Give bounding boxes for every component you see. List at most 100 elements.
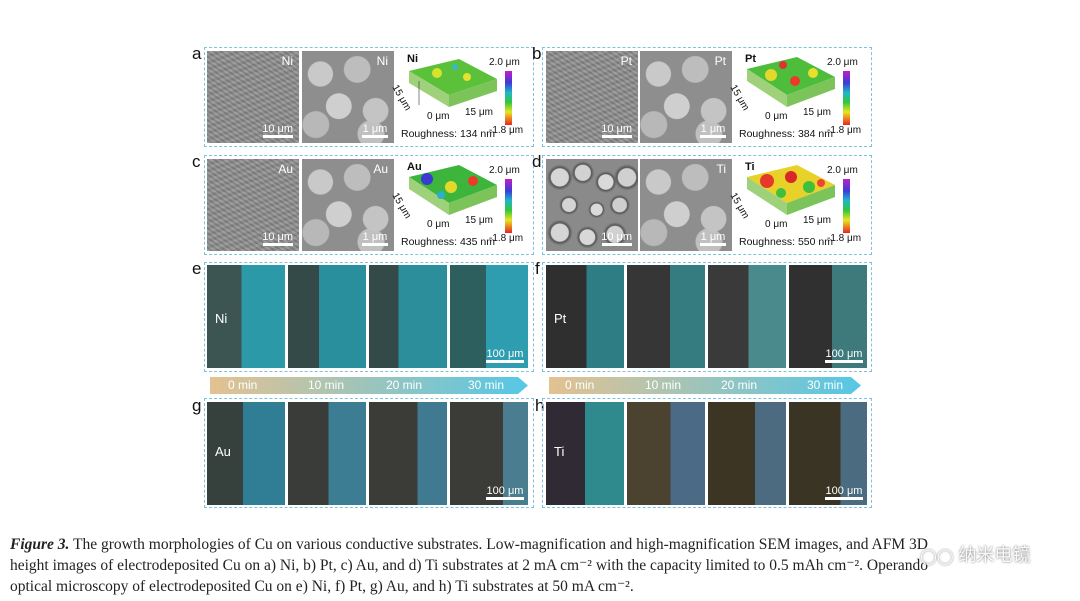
sem-high-mag-image: Au 1 μm [302, 159, 394, 251]
time-arrow-left: 0 min 10 min 20 min 30 min [210, 377, 528, 394]
optical-image-10min [288, 402, 366, 505]
scale-bar: 10 μm [601, 231, 632, 246]
optical-image-30min: 100 μm [450, 265, 528, 368]
x-axis-end: 15 μm [465, 215, 493, 226]
scale-bar: 1 μm [362, 123, 388, 138]
panel-letter-h: h [535, 396, 545, 415]
panel-letter-b: b [532, 44, 542, 63]
scale-bar: 100 μm [486, 485, 524, 500]
sem-high-mag-image: Ti 1 μm [640, 159, 732, 251]
colorbar-min: -1.8 μm [827, 233, 862, 244]
time-label: 10 min [645, 378, 682, 392]
optical-image-30min: 100 μm [789, 265, 867, 368]
x-axis-start: 0 μm [765, 111, 788, 122]
optical-image-20min [708, 265, 786, 368]
afm-3d-image: Au 2.0 μm -1.8 μm 15 μm 0 μm 15 μm Rough… [389, 159, 531, 251]
material-label: Pt [714, 54, 726, 68]
afm-surface [409, 165, 497, 215]
x-axis-start: 0 μm [427, 219, 450, 230]
sem-low-mag-image: Au 10 μm [207, 159, 299, 251]
roughness-label: Roughness: 134 nm [401, 128, 495, 140]
panel-f [542, 262, 872, 372]
scale-bar: 10 μm [262, 231, 293, 246]
scale-bar: 1 μm [700, 231, 726, 246]
optical-image-30min: 100 μm [450, 402, 528, 505]
scale-bar: 10 μm [262, 123, 293, 138]
afm-material-label: Pt [745, 53, 756, 65]
colorbar-min: -1.8 μm [489, 233, 524, 244]
material-label: Pt [554, 311, 567, 326]
sem-high-mag-image: Pt 1 μm [640, 51, 732, 143]
time-label: 30 min [468, 378, 505, 392]
panel-letter-e: e [192, 259, 202, 278]
figure-label: Figure 3. [10, 536, 70, 553]
panel-letter-a: a [192, 44, 202, 63]
watermark: ◯◯ 纳米电镜 [920, 545, 1031, 566]
afm-material-label: Au [407, 161, 422, 173]
time-label: 20 min [386, 378, 423, 392]
optical-image-30min: 100 μm [789, 402, 867, 505]
panel-a [204, 47, 534, 147]
afm-3d-image: Ti 2.0 μm -1.8 μm 15 μm 0 μm 15 μm Rough… [727, 159, 869, 251]
panel-e [204, 262, 534, 372]
optical-image-0min: Pt [546, 265, 624, 368]
material-label: Ni [281, 54, 293, 68]
time-label: 0 min [228, 378, 258, 392]
material-label: Ti [554, 444, 565, 459]
colorbar-max: 2.0 μm [489, 57, 520, 68]
colorbar-min: -1.8 μm [489, 125, 524, 136]
panel-h [542, 398, 872, 508]
panel-letter-d: d [532, 152, 542, 171]
x-axis-start: 0 μm [765, 219, 788, 230]
time-arrow-right: 0 min 10 min 20 min 30 min [549, 377, 861, 394]
material-label: Au [278, 162, 293, 176]
afm-surface [747, 57, 835, 107]
panel-letter-c: c [192, 152, 201, 171]
x-axis-start: 0 μm [427, 111, 450, 122]
colorbar [505, 71, 512, 125]
figure-caption-line-3: optical microscopy of electrodeposited C… [10, 578, 634, 595]
colorbar-max: 2.0 μm [827, 165, 858, 176]
afm-3d-image: Pt 2.0 μm -1.8 μm 15 μm 0 μm 15 μm Rough… [727, 51, 869, 143]
panel-c [204, 155, 534, 255]
panel-d [542, 155, 872, 255]
panel-b [542, 47, 872, 147]
optical-image-10min [627, 402, 705, 505]
time-label: 30 min [807, 378, 844, 392]
x-axis-end: 15 μm [803, 215, 831, 226]
figure-caption-line-1: Figure 3. The growth morphologies of Cu … [10, 534, 928, 555]
caption-text: The growth morphologies of Cu on various… [69, 536, 928, 553]
roughness-label: Roughness: 435 nm [401, 236, 495, 248]
panel-letter-f: f [535, 259, 540, 278]
scale-bar: 10 μm [601, 123, 632, 138]
optical-image-0min: Ti [546, 402, 624, 505]
optical-image-10min [627, 265, 705, 368]
time-label: 0 min [565, 378, 595, 392]
optical-image-20min [369, 265, 447, 368]
roughness-label: Roughness: 550 nm [739, 236, 833, 248]
time-label: 20 min [721, 378, 758, 392]
sem-high-mag-image: Ni 1 μm [302, 51, 394, 143]
material-label: Ni [215, 311, 228, 326]
figure-caption-line-2: height images of electrodeposited Cu on … [10, 557, 929, 574]
optical-image-20min [369, 402, 447, 505]
scale-bar: 1 μm [700, 123, 726, 138]
sem-low-mag-image: Ni 10 μm [207, 51, 299, 143]
x-axis-end: 15 μm [803, 107, 831, 118]
material-label: Au [373, 162, 388, 176]
optical-image-20min [708, 402, 786, 505]
afm-surface [747, 165, 835, 215]
afm-3d-image: Ni 2.0 μm -1.8 μm 15 μm 0 μm 15 μm Rough… [389, 51, 531, 143]
material-label: Pt [620, 54, 632, 68]
material-label: Ni [376, 54, 388, 68]
afm-surface [409, 59, 497, 107]
material-label: Ti [716, 162, 726, 176]
roughness-label: Roughness: 384 nm [739, 128, 833, 140]
scale-bar: 1 μm [362, 231, 388, 246]
panel-g [204, 398, 534, 508]
panel-letter-g: g [192, 396, 202, 415]
scale-bar: 100 μm [825, 485, 863, 500]
sem-low-mag-image: 10 μm [546, 159, 638, 251]
optical-image-0min: Au [207, 402, 285, 505]
afm-material-label: Ni [407, 53, 418, 65]
